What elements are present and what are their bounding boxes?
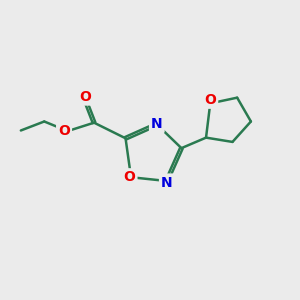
Text: O: O xyxy=(204,93,216,107)
Text: O: O xyxy=(58,124,70,138)
Text: O: O xyxy=(80,90,92,104)
Text: N: N xyxy=(151,117,163,131)
Text: N: N xyxy=(161,176,172,190)
Text: O: O xyxy=(124,170,136,184)
